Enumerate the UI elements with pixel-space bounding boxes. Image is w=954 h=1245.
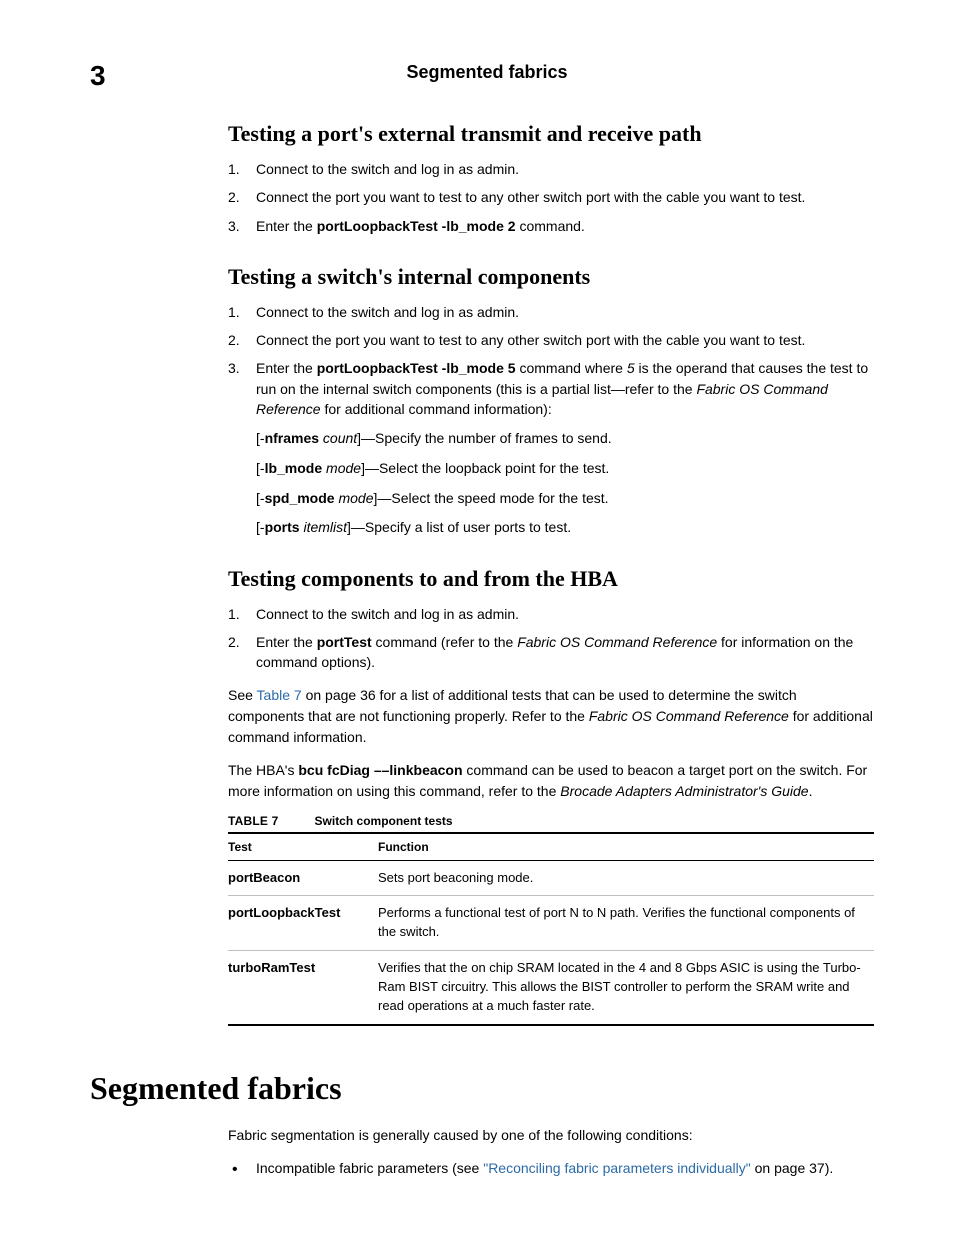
opt-desc: ]—Select the speed mode for the test. — [374, 490, 609, 506]
opt-flag: ports — [265, 519, 300, 535]
test-name: portBeacon — [228, 860, 378, 896]
step-text: Connect the port you want to test to any… — [256, 332, 805, 348]
step: Connect to the switch and log in as admi… — [228, 302, 874, 322]
section-heading-internal: Testing a switch's internal components — [228, 264, 874, 290]
step-text: Connect to the switch and log in as admi… — [256, 606, 519, 622]
opt-desc: ]—Specify a list of user ports to test. — [347, 519, 571, 535]
section-heading-segmented-fabrics: Segmented fabrics — [90, 1070, 874, 1107]
main-content: Testing a port's external transmit and r… — [228, 121, 874, 1179]
step: Connect the port you want to test to any… — [228, 187, 874, 207]
table-row: portLoopbackTest Performs a functional t… — [228, 896, 874, 951]
para-pre: See — [228, 687, 257, 703]
test-function: Performs a functional test of port N to … — [378, 896, 874, 951]
conditions-list: Incompatible fabric parameters (see "Rec… — [228, 1158, 874, 1179]
page: 3 Segmented fabrics Testing a port's ext… — [0, 0, 954, 1245]
opt-desc: ]—Specify the number of frames to send. — [357, 430, 611, 446]
section3-steps: Connect to the switch and log in as admi… — [228, 604, 874, 673]
reference-title: Fabric OS Command Reference — [517, 634, 717, 650]
section-heading-transmit-receive: Testing a port's external transmit and r… — [228, 121, 874, 147]
para-post: . — [809, 783, 813, 799]
table-link[interactable]: Table 7 — [257, 687, 302, 703]
step: Connect to the switch and log in as admi… — [228, 604, 874, 624]
opt-lb: [- — [256, 519, 265, 535]
table-caption: TABLE 7 Switch component tests — [228, 814, 874, 828]
step-post: command. — [516, 218, 585, 234]
opt-arg: mode — [322, 460, 361, 476]
chapter-number: 3 — [90, 60, 106, 92]
opt-lb: [- — [256, 460, 265, 476]
col-header-test: Test — [228, 833, 378, 861]
intro-paragraph: Fabric segmentation is generally caused … — [228, 1125, 874, 1146]
section2-steps: Connect to the switch and log in as admi… — [228, 302, 874, 538]
step-pre: Enter the — [256, 360, 317, 376]
opt-flag: nframes — [265, 430, 319, 446]
opt-lb: [- — [256, 430, 265, 446]
step-text: Connect to the switch and log in as admi… — [256, 304, 519, 320]
test-function: Verifies that the on chip SRAM located i… — [378, 951, 874, 1025]
step: Enter the portTest command (refer to the… — [228, 632, 874, 673]
step-mid1: command where — [516, 360, 627, 376]
step: Enter the portLoopbackTest -lb_mode 2 co… — [228, 216, 874, 236]
section1-steps: Connect to the switch and log in as admi… — [228, 159, 874, 236]
col-header-function: Function — [378, 833, 874, 861]
switch-component-tests-table: Test Function portBeacon Sets port beaco… — [228, 832, 874, 1026]
option-line: [-ports itemlist]—Specify a list of user… — [256, 518, 874, 538]
command: portLoopbackTest -lb_mode 5 — [317, 360, 516, 376]
command: portTest — [317, 634, 372, 650]
table-title: Switch component tests — [315, 814, 453, 828]
opt-flag: lb_mode — [265, 460, 323, 476]
para-pre: The HBA's — [228, 762, 298, 778]
test-name: portLoopbackTest — [228, 896, 378, 951]
step-post: for additional command information): — [321, 401, 552, 417]
table-header-row: Test Function — [228, 833, 874, 861]
opt-arg: itemlist — [300, 519, 347, 535]
page-title: Segmented fabrics — [90, 62, 884, 83]
test-name: turboRamTest — [228, 951, 378, 1025]
command: portLoopbackTest -lb_mode 2 — [317, 218, 516, 234]
paragraph: See Table 7 on page 36 for a list of add… — [228, 685, 874, 748]
opt-desc: ]—Select the loopback point for the test… — [361, 460, 609, 476]
bullet-post: on page 37). — [751, 1160, 834, 1176]
reference-title: Fabric OS Command Reference — [589, 708, 789, 724]
table-row: turboRamTest Verifies that the on chip S… — [228, 951, 874, 1025]
option-line: [-lb_mode mode]—Select the loopback poin… — [256, 459, 874, 479]
bullet-pre: Incompatible fabric parameters (see — [256, 1160, 483, 1176]
reference-title: Brocade Adapters Administrator's Guide — [560, 783, 808, 799]
operand: 5 — [627, 360, 635, 376]
section-heading-hba: Testing components to and from the HBA — [228, 566, 874, 592]
list-item: Incompatible fabric parameters (see "Rec… — [228, 1158, 874, 1179]
step: Connect to the switch and log in as admi… — [228, 159, 874, 179]
step: Connect the port you want to test to any… — [228, 330, 874, 350]
table-label: TABLE 7 — [228, 814, 279, 828]
step-text: Connect to the switch and log in as admi… — [256, 161, 519, 177]
step-mid1: command (refer to the — [372, 634, 518, 650]
step-pre: Enter the — [256, 634, 317, 650]
opt-flag: spd_mode — [265, 490, 335, 506]
table-row: portBeacon Sets port beaconing mode. — [228, 860, 874, 896]
option-line: [-spd_mode mode]—Select the speed mode f… — [256, 489, 874, 509]
opt-lb: [- — [256, 490, 265, 506]
command: bcu fcDiag ––linkbeacon — [298, 762, 462, 778]
command-options: [-nframes count]—Specify the number of f… — [256, 429, 874, 537]
step-text: Connect the port you want to test to any… — [256, 189, 805, 205]
step: Enter the portLoopbackTest -lb_mode 5 co… — [228, 358, 874, 537]
step-pre: Enter the — [256, 218, 317, 234]
paragraph: The HBA's bcu fcDiag ––linkbeacon comman… — [228, 760, 874, 802]
opt-arg: count — [319, 430, 357, 446]
opt-arg: mode — [335, 490, 374, 506]
test-function: Sets port beaconing mode. — [378, 860, 874, 896]
cross-reference-link[interactable]: "Reconciling fabric parameters individua… — [483, 1160, 751, 1176]
option-line: [-nframes count]—Specify the number of f… — [256, 429, 874, 449]
